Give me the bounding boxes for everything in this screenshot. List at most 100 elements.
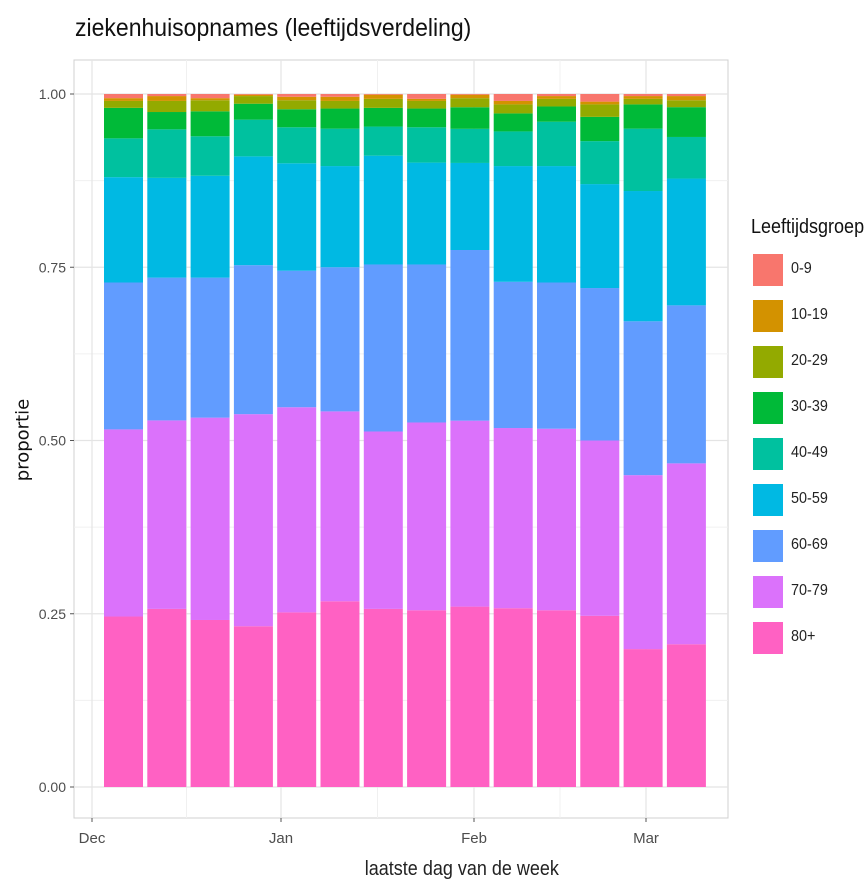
bar-segment-30-39 [320, 108, 360, 129]
bar-segment-10-19 [407, 98, 447, 101]
y-tick-label: 0.25 [39, 606, 66, 622]
legend-label: 50-59 [791, 490, 828, 507]
bar-segment-50-59 [580, 184, 620, 289]
bar-segment-10-19 [363, 94, 403, 99]
bar-segment-30-39 [623, 104, 663, 129]
bar-segment-10-19 [190, 98, 230, 101]
x-tick-label: Feb [461, 830, 487, 847]
bar-segment-30-39 [580, 116, 620, 142]
bar-segment-30-39 [450, 107, 490, 129]
legend-swatch [753, 300, 783, 332]
bar-segment-0-9 [233, 94, 273, 95]
bar-segment-60-69 [493, 281, 533, 429]
bar-segment-20-29 [623, 98, 663, 105]
bar-segment-20-29 [147, 100, 187, 113]
bar-segment-20-29 [277, 100, 317, 110]
bar-segment-10-19 [493, 100, 533, 105]
bar-segment-50-59 [623, 191, 663, 322]
bar-segment-20-29 [407, 100, 447, 109]
bar-segment-50-59 [190, 175, 230, 278]
bar-segment-0-9 [407, 94, 447, 99]
bar-segment-70-79 [277, 407, 317, 613]
bar-segment-50-59 [537, 166, 576, 283]
bar-segment-50-59 [277, 163, 317, 271]
bar-segment-20-29 [190, 100, 230, 112]
y-tick-label: 0.75 [39, 259, 66, 275]
bar-segment-50-59 [666, 178, 706, 306]
bar-segment-50-59 [363, 155, 403, 265]
bar-segment-40-49 [363, 126, 403, 156]
legend-label: 0-9 [791, 260, 812, 277]
bar-segment-60-69 [190, 277, 230, 418]
bar-segment-0-9 [580, 94, 620, 102]
bar-segment-0-9 [147, 94, 187, 97]
bar-segment-0-9 [104, 94, 143, 99]
x-axis-label: laatste dag van de week [364, 858, 560, 880]
bar-segment-60-69 [407, 264, 447, 423]
legend-label: 70-79 [791, 582, 828, 599]
bar-segment-0-9 [190, 94, 230, 99]
bar-segment-70-79 [623, 475, 663, 650]
bar-segment-30-39 [104, 107, 143, 139]
bar-segment-0-9 [450, 94, 490, 95]
bar-segment-20-29 [537, 98, 576, 107]
bar-segment-30-39 [537, 106, 576, 122]
bar-segment-0-9 [320, 94, 360, 97]
bar-segment-10-19 [233, 94, 273, 97]
bar-segment-70-79 [320, 411, 360, 602]
bar-segment-40-49 [277, 127, 317, 164]
bar-segment-50-59 [407, 162, 447, 265]
bar-segment-70-79 [104, 429, 143, 617]
legend-label: 60-69 [791, 536, 828, 553]
bar-segment-60-69 [277, 270, 317, 408]
bar-segment-20-29 [320, 100, 360, 109]
x-tick-label: Mar [633, 830, 659, 847]
bar-segment-50-59 [320, 166, 360, 268]
bar-segment-80plus [666, 644, 706, 787]
legend-label: 80+ [791, 628, 816, 645]
bar-segment-30-39 [666, 107, 706, 137]
legend-swatch [753, 254, 783, 286]
legend-swatch [753, 576, 783, 608]
bar-segment-40-49 [493, 131, 533, 167]
bar-segment-40-49 [666, 136, 706, 179]
bar-segment-10-19 [580, 101, 620, 105]
bar-segment-70-79 [493, 428, 533, 609]
bar-segment-60-69 [580, 288, 620, 441]
bar-segment-30-39 [277, 109, 317, 128]
bar-segment-10-19 [537, 96, 576, 99]
bar-segment-20-29 [493, 104, 533, 114]
legend-label: 10-19 [791, 306, 828, 323]
bar-segment-0-9 [623, 94, 663, 97]
bar-segment-80plus [147, 608, 187, 787]
bar-segment-0-9 [493, 94, 533, 101]
bar-segment-70-79 [537, 428, 576, 611]
bar-segment-0-9 [277, 94, 317, 97]
bar-segment-40-49 [580, 141, 620, 185]
bar-segment-80plus [104, 616, 143, 787]
legend-swatch [753, 392, 783, 424]
bar-segment-60-69 [320, 267, 360, 412]
bar-segment-70-79 [190, 417, 230, 620]
bar-segment-30-39 [407, 108, 447, 128]
bar-segment-70-79 [666, 463, 706, 645]
x-axis-label-wrap: laatste dag van de week [0, 858, 864, 881]
bar-segment-0-9 [363, 94, 403, 95]
y-tick-label: 1.00 [39, 86, 66, 102]
bar-segment-80plus [493, 608, 533, 787]
bar-segment-30-39 [190, 111, 230, 137]
bar-segment-60-69 [363, 264, 403, 432]
bar-segment-30-39 [233, 103, 273, 120]
bar-segment-50-59 [233, 156, 273, 266]
bar-segment-40-49 [104, 138, 143, 178]
y-tick-label: 0.50 [39, 433, 66, 449]
bar-segment-60-69 [147, 277, 187, 421]
bar-segment-20-29 [666, 100, 706, 108]
legend-swatch [753, 622, 783, 654]
bar-segment-30-39 [363, 107, 403, 127]
bar-segment-80plus [580, 615, 620, 787]
legend-swatch [753, 484, 783, 516]
bar-segment-40-49 [190, 136, 230, 176]
bar-segment-10-19 [623, 96, 663, 99]
